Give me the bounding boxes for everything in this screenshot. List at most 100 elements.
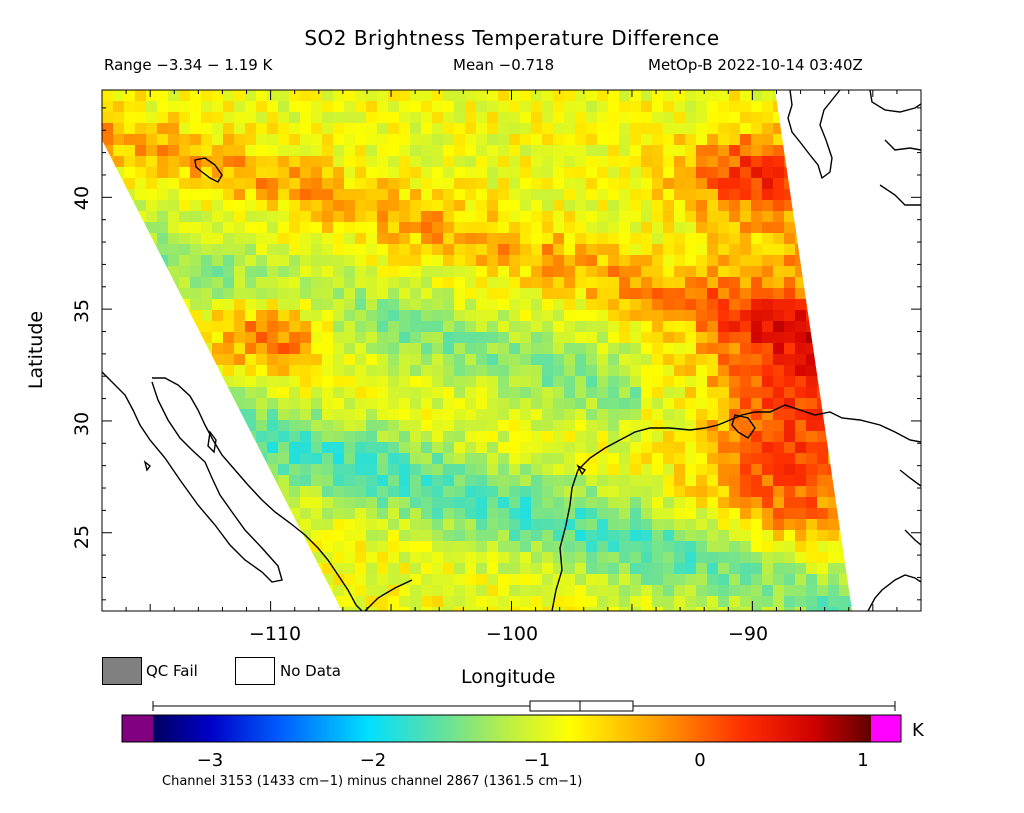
data-cell bbox=[685, 552, 696, 563]
data-cell bbox=[234, 222, 245, 233]
data-cell bbox=[366, 354, 377, 365]
data-cell bbox=[399, 530, 410, 541]
data-cell bbox=[311, 332, 322, 343]
data-cell bbox=[311, 343, 322, 354]
data-cell bbox=[773, 222, 784, 233]
data-cell bbox=[278, 420, 289, 431]
data-cell bbox=[773, 486, 784, 497]
data-cell bbox=[564, 277, 575, 288]
data-cell bbox=[322, 442, 333, 453]
data-cell bbox=[399, 343, 410, 354]
data-cell bbox=[278, 123, 289, 134]
data-cell bbox=[663, 607, 674, 611]
data-cell bbox=[707, 376, 718, 387]
data-cell bbox=[707, 552, 718, 563]
data-cell bbox=[509, 431, 520, 442]
data-cell bbox=[630, 596, 641, 607]
data-cell bbox=[817, 464, 828, 475]
data-cell bbox=[168, 244, 179, 255]
data-cell bbox=[388, 464, 399, 475]
data-cell bbox=[388, 299, 399, 310]
data-cell bbox=[520, 211, 531, 222]
data-cell bbox=[465, 178, 476, 189]
data-cell bbox=[421, 134, 432, 145]
data-cell bbox=[366, 409, 377, 420]
data-cell bbox=[157, 233, 168, 244]
data-cell bbox=[707, 255, 718, 266]
data-cell bbox=[718, 354, 729, 365]
data-cell bbox=[685, 156, 696, 167]
data-cell bbox=[740, 222, 751, 233]
data-cell bbox=[630, 607, 641, 611]
data-cell bbox=[443, 497, 454, 508]
data-cell bbox=[454, 409, 465, 420]
data-cell bbox=[641, 167, 652, 178]
data-cell bbox=[333, 233, 344, 244]
data-cell bbox=[740, 376, 751, 387]
data-cell bbox=[212, 233, 223, 244]
data-cell bbox=[685, 90, 696, 101]
data-cell bbox=[586, 563, 597, 574]
data-cell bbox=[707, 519, 718, 530]
data-cell bbox=[421, 552, 432, 563]
data-cell bbox=[311, 178, 322, 189]
data-cell bbox=[685, 145, 696, 156]
data-cell bbox=[542, 156, 553, 167]
data-cell bbox=[179, 145, 190, 156]
data-cell bbox=[685, 519, 696, 530]
data-cell bbox=[586, 497, 597, 508]
data-cell bbox=[476, 607, 487, 611]
data-cell bbox=[608, 112, 619, 123]
data-cell bbox=[586, 178, 597, 189]
data-cell bbox=[564, 486, 575, 497]
data-cell bbox=[586, 552, 597, 563]
data-cell bbox=[531, 365, 542, 376]
data-cell bbox=[432, 497, 443, 508]
data-cell bbox=[685, 255, 696, 266]
data-cell bbox=[619, 541, 630, 552]
data-cell bbox=[377, 299, 388, 310]
data-cell bbox=[773, 178, 784, 189]
data-cell bbox=[399, 519, 410, 530]
data-cell bbox=[608, 563, 619, 574]
data-cell bbox=[817, 508, 828, 519]
data-cell bbox=[245, 332, 256, 343]
data-cell bbox=[267, 123, 278, 134]
data-cell bbox=[344, 420, 355, 431]
data-cell bbox=[641, 277, 652, 288]
data-cell bbox=[575, 211, 586, 222]
data-cell bbox=[630, 123, 641, 134]
data-cell bbox=[146, 134, 157, 145]
data-cell bbox=[146, 101, 157, 112]
data-cell bbox=[674, 387, 685, 398]
data-cell bbox=[168, 189, 179, 200]
data-cell bbox=[289, 453, 300, 464]
data-cell bbox=[465, 552, 476, 563]
data-cell bbox=[190, 299, 201, 310]
data-cell bbox=[498, 266, 509, 277]
data-cell bbox=[564, 464, 575, 475]
data-cell bbox=[355, 574, 366, 585]
data-cell bbox=[355, 596, 366, 607]
data-cell bbox=[300, 266, 311, 277]
data-cell bbox=[586, 222, 597, 233]
data-cell bbox=[223, 134, 234, 145]
data-cell bbox=[377, 552, 388, 563]
data-cell bbox=[223, 376, 234, 387]
data-cell bbox=[355, 145, 366, 156]
data-cell bbox=[597, 552, 608, 563]
data-cell bbox=[762, 552, 773, 563]
data-cell bbox=[762, 332, 773, 343]
data-cell bbox=[619, 431, 630, 442]
data-cell bbox=[652, 178, 663, 189]
data-cell bbox=[300, 464, 311, 475]
data-cell bbox=[586, 508, 597, 519]
data-cell bbox=[773, 409, 784, 420]
data-cell bbox=[586, 596, 597, 607]
data-cell bbox=[476, 277, 487, 288]
no-data-label: No Data bbox=[280, 662, 341, 680]
data-cell bbox=[410, 288, 421, 299]
data-cell bbox=[729, 101, 740, 112]
data-cell bbox=[718, 343, 729, 354]
data-cell bbox=[696, 464, 707, 475]
